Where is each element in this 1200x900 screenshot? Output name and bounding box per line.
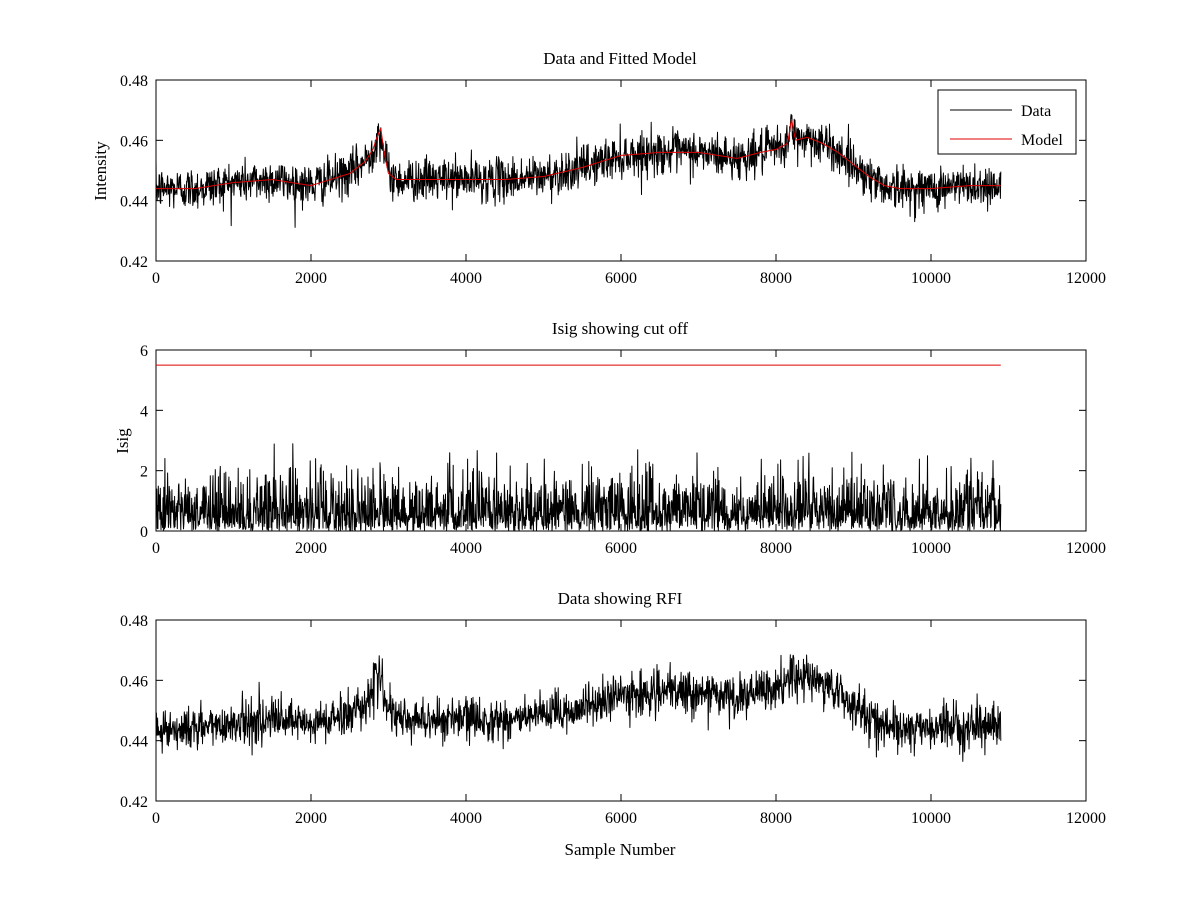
x-tick-label: 4000	[450, 540, 482, 557]
series-line-0	[155, 443, 1002, 532]
panel-3-title: Data showing RFI	[558, 589, 683, 608]
x-tick-label: 6000	[605, 270, 637, 287]
y-tick-label: 0.44	[120, 734, 148, 751]
x-tick-label: 8000	[760, 810, 792, 827]
panel-data-rfi: Data showing RFI Sample Number 0 2000 4000…	[120, 589, 1106, 859]
x-tick-label: 12000	[1066, 810, 1106, 827]
y-tick-label: 2	[140, 464, 148, 481]
series-line-1	[156, 118, 1001, 190]
x-tick-label: 0	[152, 540, 160, 557]
y-tick-label: 0.46	[120, 133, 148, 150]
panel-2-plot-area: 0 2000 4000 6000 8000 10000 12000 0 2 4 6	[140, 343, 1106, 557]
panel-isig: Isig showing cut off Isig 0 2000 4000 6000 8…	[113, 319, 1106, 557]
legend-model-label: Model	[1021, 132, 1063, 149]
x-tick-label: 12000	[1066, 270, 1106, 287]
x-tick-label: 12000	[1066, 540, 1106, 557]
panel-1-plot-area: 0 2000 4000 6000 8000 10000 12000 0.42 0.44 0.46 0…	[120, 73, 1106, 287]
y-tick-label: 0.48	[120, 73, 148, 90]
y-tick-label: 6	[140, 343, 148, 360]
panel-1-ylabel: Intensity	[91, 141, 110, 201]
x-tick-label: 2000	[295, 270, 327, 287]
panel-3-plot-area: 0 2000 4000 6000 8000 10000 12000 0.42 0.44 0.46 0…	[120, 613, 1106, 827]
panel-1-title: Data and Fitted Model	[543, 49, 697, 68]
y-tick-label: 0	[140, 524, 148, 541]
x-tick-label: 10000	[911, 270, 951, 287]
x-tick-label: 4000	[450, 270, 482, 287]
x-tick-label: 2000	[295, 540, 327, 557]
y-tick-label: 0.48	[120, 613, 148, 630]
x-tick-label: 10000	[911, 540, 951, 557]
x-tick-label: 4000	[450, 810, 482, 827]
panel-2-ylabel: Isig	[113, 428, 132, 454]
x-tick-label: 10000	[911, 810, 951, 827]
x-tick-label: 6000	[605, 810, 637, 827]
x-tick-label: 8000	[760, 540, 792, 557]
y-tick-label: 0.42	[120, 794, 148, 811]
x-tick-label: 0	[152, 810, 160, 827]
y-tick-label: 0.42	[120, 254, 148, 271]
legend: Data Model	[937, 89, 1077, 155]
panel-2-title: Isig showing cut off	[552, 319, 688, 338]
x-tick-label: 2000	[295, 810, 327, 827]
legend-box	[937, 89, 1077, 155]
legend-data-label: Data	[1021, 103, 1051, 120]
panel-data-and-model: Data and Fitted Model Intensity 0 2000 400…	[91, 49, 1106, 287]
x-tick-label: 8000	[760, 270, 792, 287]
series-line-0	[155, 113, 1002, 228]
y-tick-label: 4	[140, 403, 148, 420]
panel-3-xlabel: Sample Number	[565, 840, 676, 859]
series-line-0	[155, 654, 1002, 762]
y-tick-label: 0.46	[120, 673, 148, 690]
y-tick-label: 0.44	[120, 194, 148, 211]
x-tick-label: 6000	[605, 540, 637, 557]
x-tick-label: 0	[152, 270, 160, 287]
